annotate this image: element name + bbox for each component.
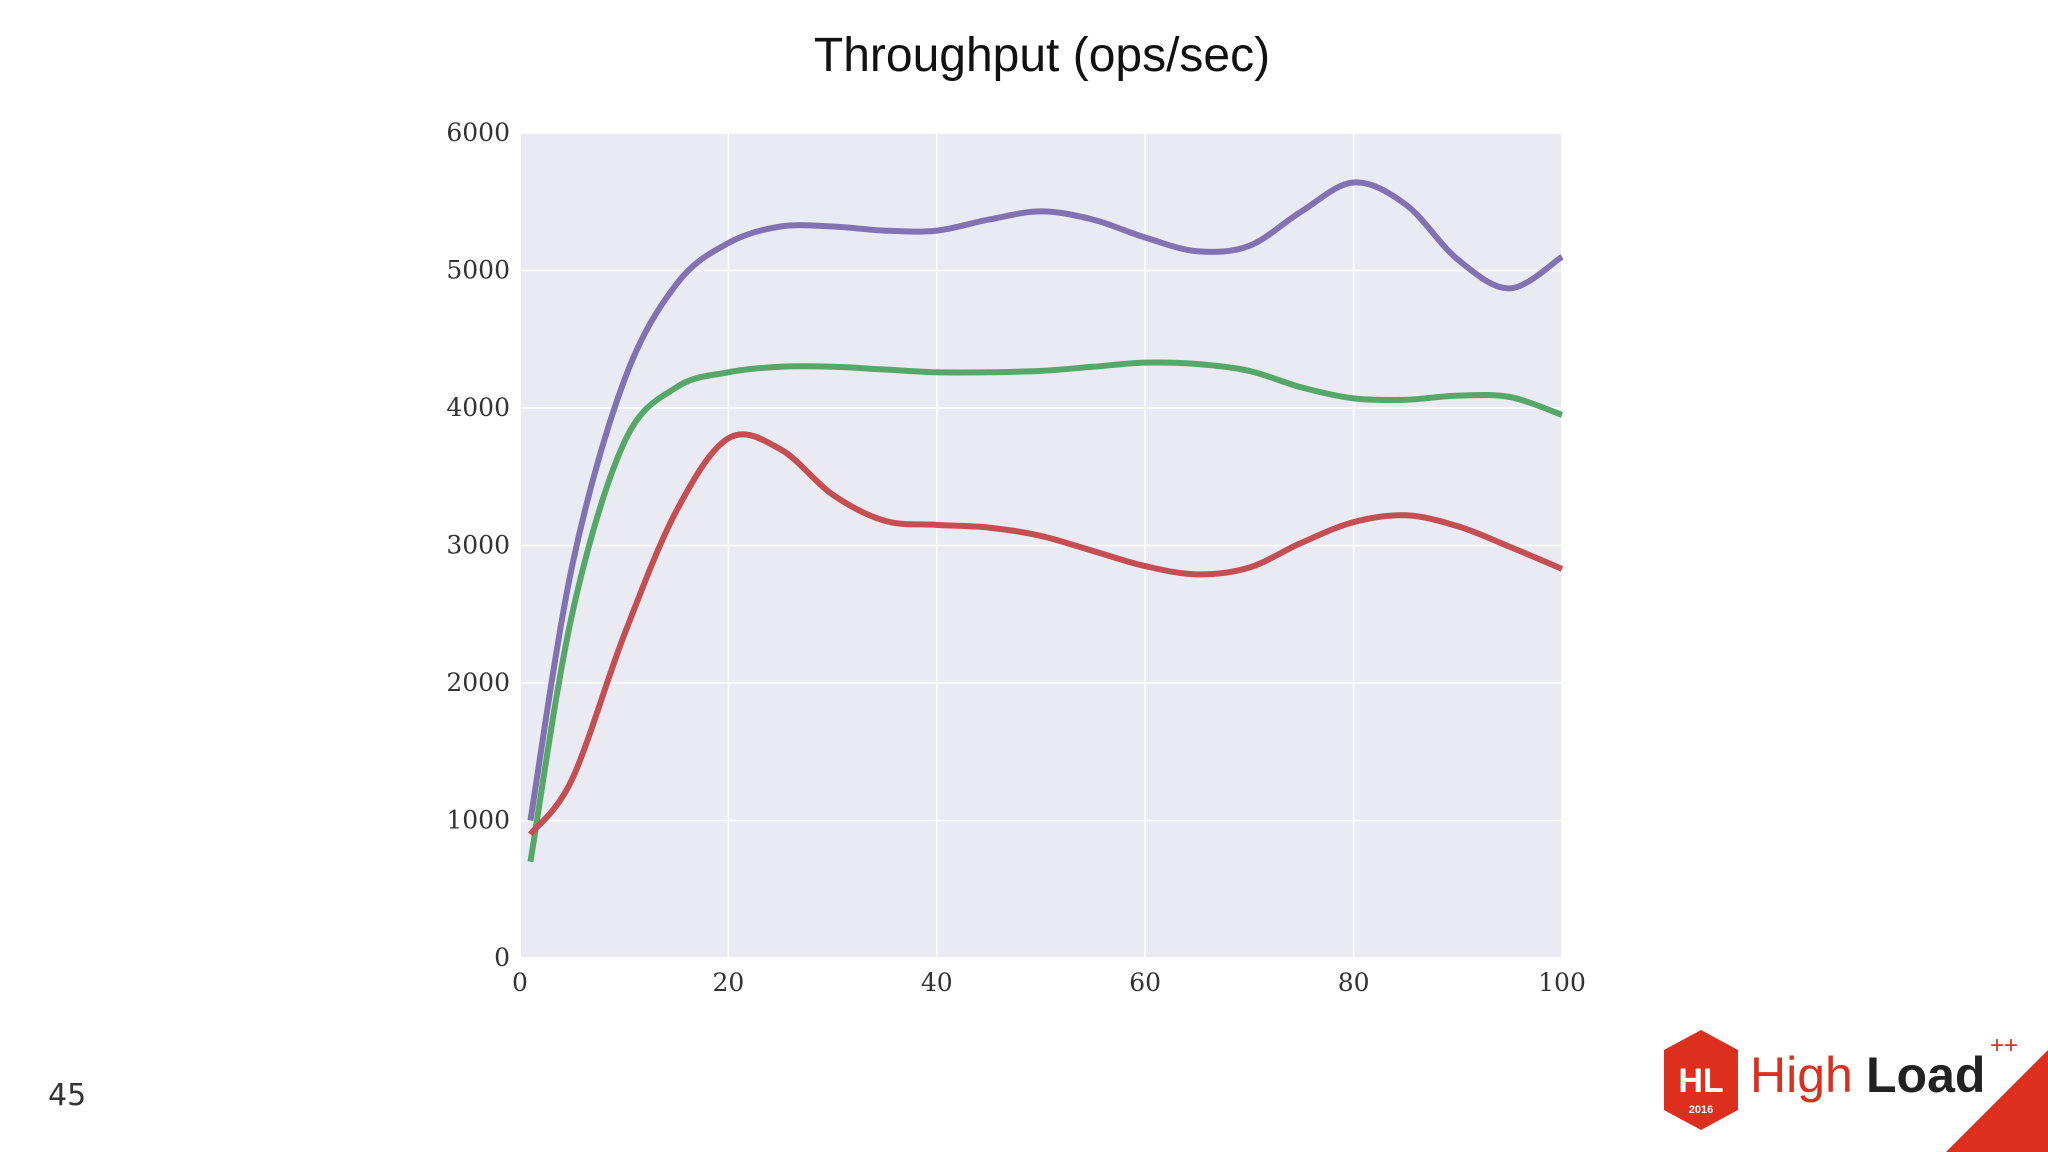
logo-text-high: High <box>1750 1047 1853 1103</box>
highload-logo: HL 2016 High Load ++ <box>1656 1026 2048 1152</box>
series-line-1 <box>527 179 1564 821</box>
x-tick-label: 20 <box>712 968 744 997</box>
logo-text-load: Load <box>1866 1047 1986 1103</box>
chart-title: Throughput (ops/sec) <box>813 29 1271 82</box>
x-tick-label: 40 <box>921 968 953 997</box>
page-number: 45 <box>48 1078 87 1113</box>
y-tick-label: 5000 <box>446 256 510 285</box>
logo-hexagon-icon <box>1664 1030 1738 1130</box>
logo-superscript: ++ <box>1990 1032 2019 1059</box>
x-tick-label: 100 <box>1538 968 1586 997</box>
logo-graphic: HL 2016 <box>1664 1030 2048 1152</box>
series-line-3 <box>528 431 1564 837</box>
x-tick-label: 80 <box>1338 968 1370 997</box>
logo-badge-year: 2016 <box>1689 1104 1713 1116</box>
corner-triangle-icon <box>1946 1050 2048 1152</box>
x-tick-label: 0 <box>512 968 528 997</box>
grid <box>519 132 1563 959</box>
y-tick-label: 3000 <box>446 531 510 560</box>
y-tick-label: 1000 <box>446 806 510 835</box>
y-tick-label: 0 <box>494 943 510 972</box>
y-tick-label: 6000 <box>446 118 510 147</box>
y-tick-label: 2000 <box>446 668 510 697</box>
x-tick-label: 60 <box>1129 968 1161 997</box>
series-group <box>527 179 1564 863</box>
series-line-2 <box>527 359 1564 863</box>
y-tick-label: 4000 <box>446 393 510 422</box>
logo-badge-text: HL <box>1678 1062 1723 1100</box>
